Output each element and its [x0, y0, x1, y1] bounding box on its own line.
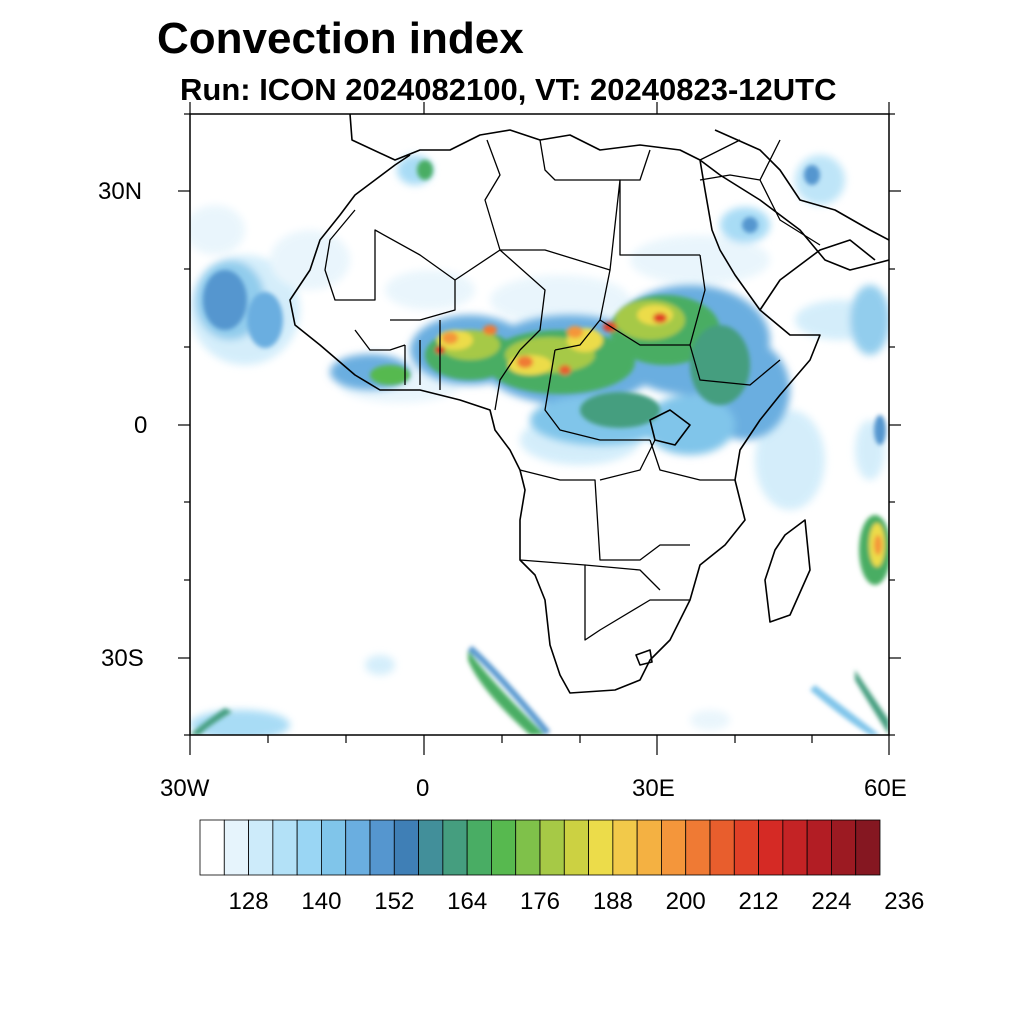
colorbar-cell: [612, 819, 638, 876]
colorbar-cell: [782, 819, 808, 876]
colorbar-label: 188: [592, 888, 633, 915]
colorbar-label: 200: [665, 888, 706, 915]
colorbar-cell: [418, 819, 444, 876]
chart-title: Convection index: [157, 14, 524, 63]
colorbar-cell: [272, 819, 298, 876]
lat-label-30s: 30S: [101, 645, 144, 672]
country-borders: [324, 139, 821, 641]
colorbar-cell: [661, 819, 687, 876]
chart-subtitle: Run: ICON 2024082100, VT: 20240823-12UTC: [180, 72, 837, 107]
colorbar-label: 140: [301, 888, 342, 915]
lon-label-30e: 30E: [632, 775, 675, 802]
coastlines: [289, 114, 889, 694]
lat-label-30n: 30N: [98, 178, 143, 205]
colorbar-cell: [563, 819, 589, 876]
lon-label-0: 0: [416, 775, 430, 802]
colorbar-cell: [709, 819, 735, 876]
colorbar-label: 176: [519, 888, 561, 915]
colorbar-label: 212: [738, 888, 779, 915]
colorbar-label: 224: [811, 888, 852, 915]
colorbar-cell: [831, 819, 857, 876]
colorbar-cell: [345, 819, 371, 876]
colorbar-label: 128: [228, 888, 269, 915]
colorbar-cell: [806, 819, 832, 876]
lat-label-0: 0: [134, 412, 148, 439]
colorbar-cell: [466, 819, 492, 876]
colorbar-cell: [296, 819, 322, 876]
lon-label-60e: 60E: [864, 775, 907, 802]
lon-ticks: [189, 102, 890, 755]
colorbar-label: 164: [447, 888, 488, 915]
colorbar-cell: [685, 819, 711, 876]
colorbar-cell: [248, 819, 274, 876]
colorbar-cell: [491, 819, 517, 876]
colorbar-cell: [733, 819, 759, 876]
colorbar-cell: [855, 819, 881, 876]
colorbar-cell: [515, 819, 541, 876]
lat-ticks: [178, 113, 901, 736]
colorbar-cell: [588, 819, 614, 876]
lon-label-30w: 30W: [160, 775, 210, 802]
colorbar-cell: [223, 819, 249, 876]
colorbar-cell: [442, 819, 468, 876]
colorbar-cell: [539, 819, 565, 876]
colorbar-label: 152: [374, 888, 415, 915]
colorbar-cell: [393, 819, 419, 876]
colorbar-cell: [636, 819, 662, 876]
convection-field: [190, 114, 889, 735]
colorbar-label: 236: [884, 888, 925, 915]
colorbar-cell: [369, 819, 395, 876]
colorbar-cell: [199, 819, 225, 876]
colorbar-cell: [321, 819, 347, 876]
colorbar-cell: [758, 819, 784, 876]
